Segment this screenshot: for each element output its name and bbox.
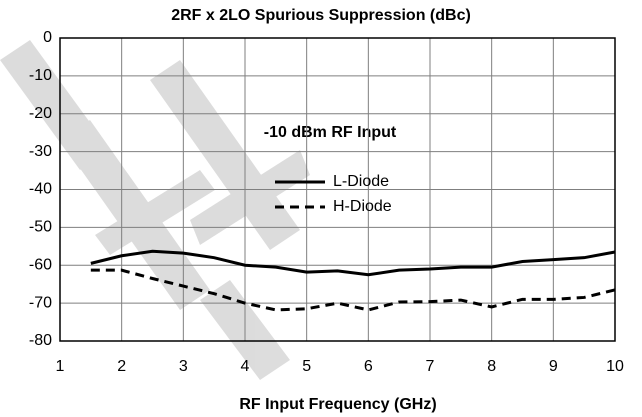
series-line (90, 249, 616, 277)
x-tick-label: 1 (56, 358, 65, 375)
chart-title: 2RF x 2LO Spurious Suppression (dBc) (171, 7, 471, 24)
watermark (0, 40, 310, 380)
legend-label: L-Diode (333, 173, 389, 190)
y-tick-label: -10 (29, 67, 52, 84)
y-tick-label: -80 (29, 332, 52, 349)
legend-label: H-Diode (333, 198, 392, 215)
y-tick-label: 0 (43, 29, 52, 46)
x-tick-label: 8 (487, 358, 496, 375)
x-tick-label: 4 (241, 358, 250, 375)
y-tick-label: -50 (29, 219, 52, 236)
y-tick-label: -70 (29, 294, 52, 311)
x-tick-label: 5 (302, 358, 311, 375)
y-tick-label: -40 (29, 181, 52, 198)
y-tick-label: -20 (29, 105, 52, 122)
x-axis-label: RF Input Frequency (GHz) (239, 396, 436, 413)
annotation: -10 dBm RF Input (264, 124, 397, 141)
y-tick-label: -30 (29, 143, 52, 160)
x-tick-label: 6 (364, 358, 373, 375)
x-tick-label: 3 (179, 358, 188, 375)
x-tick-label: 9 (549, 358, 558, 375)
x-tick-label: 10 (606, 358, 624, 375)
plot-frame (59, 37, 616, 342)
y-tick-label: -60 (29, 256, 52, 273)
x-tick-label: 2 (117, 358, 126, 375)
x-tick-label: 7 (426, 358, 435, 375)
